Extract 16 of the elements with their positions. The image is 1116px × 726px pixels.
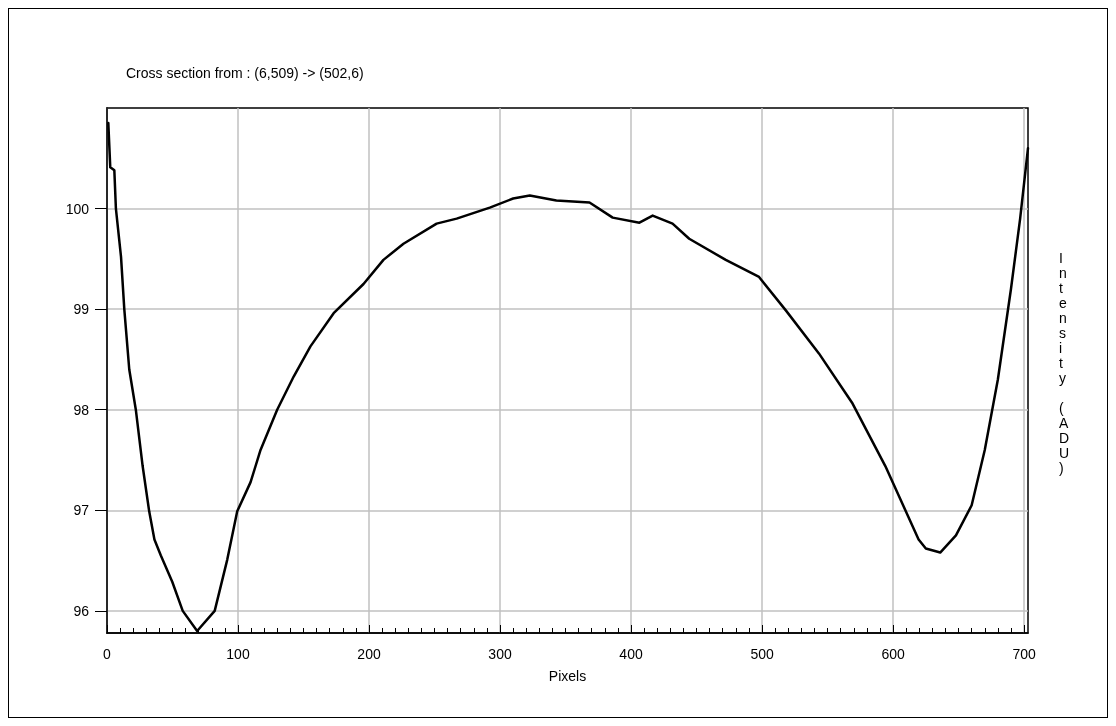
x-tick-label: 0 <box>103 646 112 662</box>
y-tick-label: 96 <box>73 602 90 619</box>
text: Intensity (ADU) <box>1058 250 1070 476</box>
x-tick-label: 500 <box>750 646 774 662</box>
x-tick-label: 700 <box>1012 646 1036 662</box>
y-tick-label: 99 <box>73 301 90 318</box>
x-tick-label: 600 <box>881 646 905 662</box>
y-tick-label: 97 <box>73 502 90 519</box>
x-tick-label: 300 <box>488 646 512 662</box>
chart-title: Cross section from : (6,509) -> (502,6) <box>126 65 364 81</box>
x-tick-label: 100 <box>226 646 250 662</box>
x-tick-label: 400 <box>619 646 643 662</box>
x-axis-title: Pixels <box>548 668 587 684</box>
y-tick-label: 98 <box>73 401 90 418</box>
y-tick-label: 100 <box>65 200 90 217</box>
x-tick-label: 200 <box>357 646 381 662</box>
